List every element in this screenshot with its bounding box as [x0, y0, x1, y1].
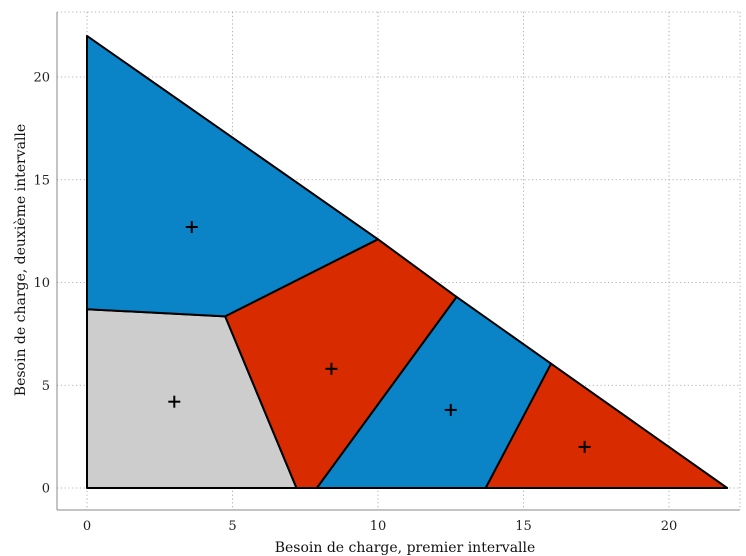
y-tick-label: 0: [42, 482, 50, 497]
x-tick-label: 15: [515, 519, 532, 534]
centroid-marker-4: [444, 403, 457, 416]
x-tick-label: 10: [370, 519, 387, 534]
centroid-markers: [168, 221, 591, 453]
region-5-red: [484, 362, 729, 489]
centroid-marker-2: [185, 221, 198, 234]
x-tick-label: 20: [661, 519, 678, 534]
regions: [86, 34, 729, 489]
x-tick-label: 5: [228, 519, 236, 534]
y-tick-label: 10: [33, 276, 50, 291]
y-tick-label: 15: [33, 173, 50, 188]
axes: [56, 12, 740, 511]
centroid-marker-3: [325, 362, 338, 375]
y-tick-label: 20: [33, 71, 50, 86]
centroid-marker-1: [168, 395, 181, 408]
x-axis-label: Besoin de charge, premier intervalle: [275, 540, 536, 556]
x-tick-labels: 0 5 10 15 20: [83, 519, 677, 534]
region-3-red: [224, 238, 458, 489]
y-tick-label: 5: [42, 379, 50, 394]
y-tick-labels: 0 5 10 15 20: [33, 71, 50, 497]
centroid-marker-5: [578, 440, 591, 453]
y-axis-label: Besoin de charge, deuxième intervalle: [13, 124, 29, 396]
x-tick-label: 0: [83, 519, 91, 534]
